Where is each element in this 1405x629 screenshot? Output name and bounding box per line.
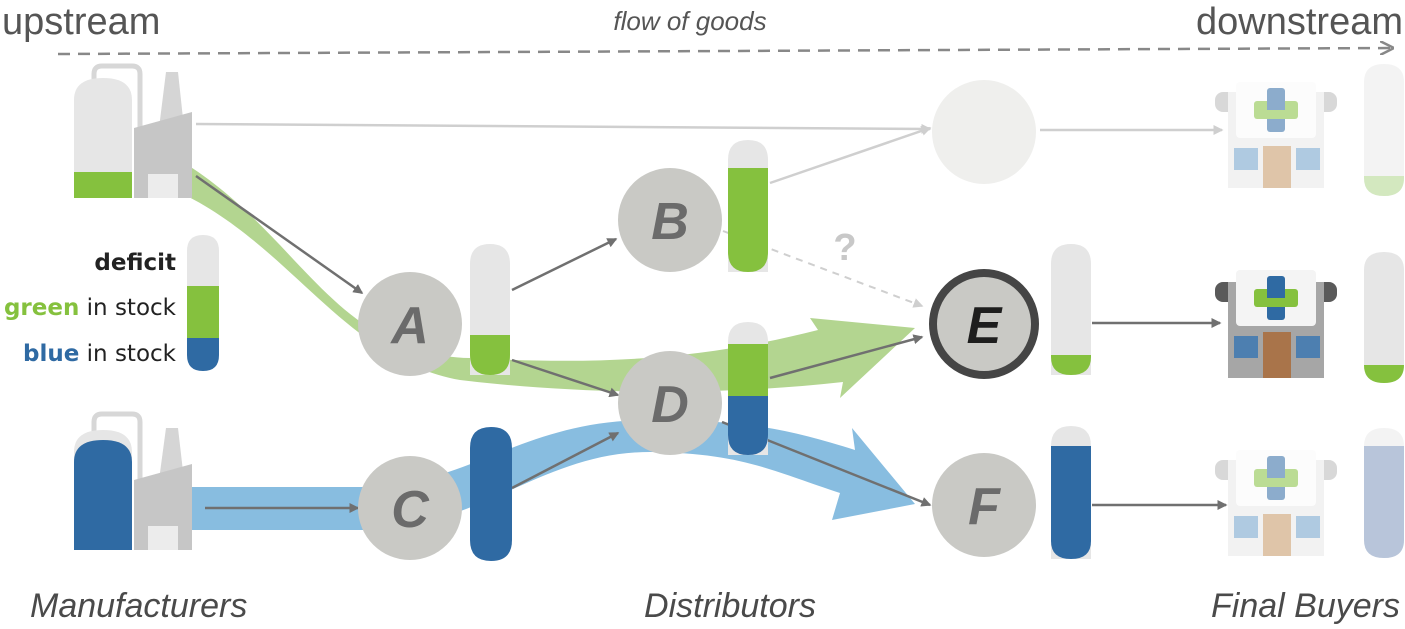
inventory-bar-b xyxy=(728,140,768,272)
inventory-bar-buyer-bottom xyxy=(1364,428,1404,558)
node-c-label: C xyxy=(391,481,430,539)
legend-deficit-label: deficit xyxy=(94,250,176,276)
manufacturers-caption: Manufacturers xyxy=(30,587,247,625)
arrow-c-to-d xyxy=(511,431,620,490)
green-manufacturer-green-level xyxy=(74,172,132,198)
inventory-bar-d xyxy=(728,322,768,455)
inventory-bar-f xyxy=(1051,426,1091,559)
inventory-bar-a xyxy=(470,244,510,375)
node-b: B xyxy=(618,168,722,272)
arrow-a-to-d xyxy=(511,358,620,398)
inventory-bar-buyer-middle xyxy=(1364,252,1404,383)
node-a: A xyxy=(358,272,462,376)
node-top-unlabeled xyxy=(932,80,1036,184)
blue-manufacturer-blue-level xyxy=(74,440,132,550)
node-f: F xyxy=(932,453,1036,557)
arrow-b-to-e-uncertain xyxy=(722,230,924,308)
node-a-label: A xyxy=(389,297,429,355)
arrow-a-to-b xyxy=(511,237,618,292)
inventory-bar-c xyxy=(470,427,512,561)
buyer-building-middle-icon xyxy=(1215,270,1337,378)
legend-green-label: green in stock xyxy=(4,295,177,321)
inventory-bar-e xyxy=(1051,244,1091,375)
node-e: E xyxy=(929,269,1039,379)
legend: deficit green in stock blue in stock xyxy=(4,235,219,371)
node-d-label: D xyxy=(651,376,689,434)
node-c: C xyxy=(358,456,462,560)
arrow-manufacturer-to-a xyxy=(195,174,364,295)
legend-inventory-bar xyxy=(187,235,219,371)
green-manufacturer-factory-icon xyxy=(74,63,192,198)
buyer-building-top-icon xyxy=(1215,82,1337,188)
legend-blue-label: blue in stock xyxy=(23,341,177,367)
flow-direction-arrow xyxy=(57,48,1392,56)
green-flow-band xyxy=(170,158,915,398)
arrow-manufacturer-to-top-distributor xyxy=(195,122,932,134)
upstream-label: upstream xyxy=(2,1,160,43)
uncertain-question-mark: ? xyxy=(833,227,856,269)
buyer-building-bottom-icon xyxy=(1215,450,1337,556)
node-e-label: E xyxy=(967,297,1003,355)
blue-flow-band xyxy=(185,420,915,530)
downstream-label: downstream xyxy=(1196,1,1403,43)
inventory-bar-buyer-top xyxy=(1364,64,1404,196)
final-buyers-caption: Final Buyers xyxy=(1211,587,1400,625)
arrow-b-to-top-distributor xyxy=(769,126,932,185)
distributors-caption: Distributors xyxy=(644,587,816,625)
arrow-d-to-e xyxy=(769,334,924,380)
node-b-label: B xyxy=(651,193,689,251)
blue-manufacturer-factory-icon xyxy=(74,411,192,550)
flow-of-goods-label: flow of goods xyxy=(613,6,766,36)
node-d: D xyxy=(618,351,722,455)
node-f-label: F xyxy=(968,478,1001,536)
